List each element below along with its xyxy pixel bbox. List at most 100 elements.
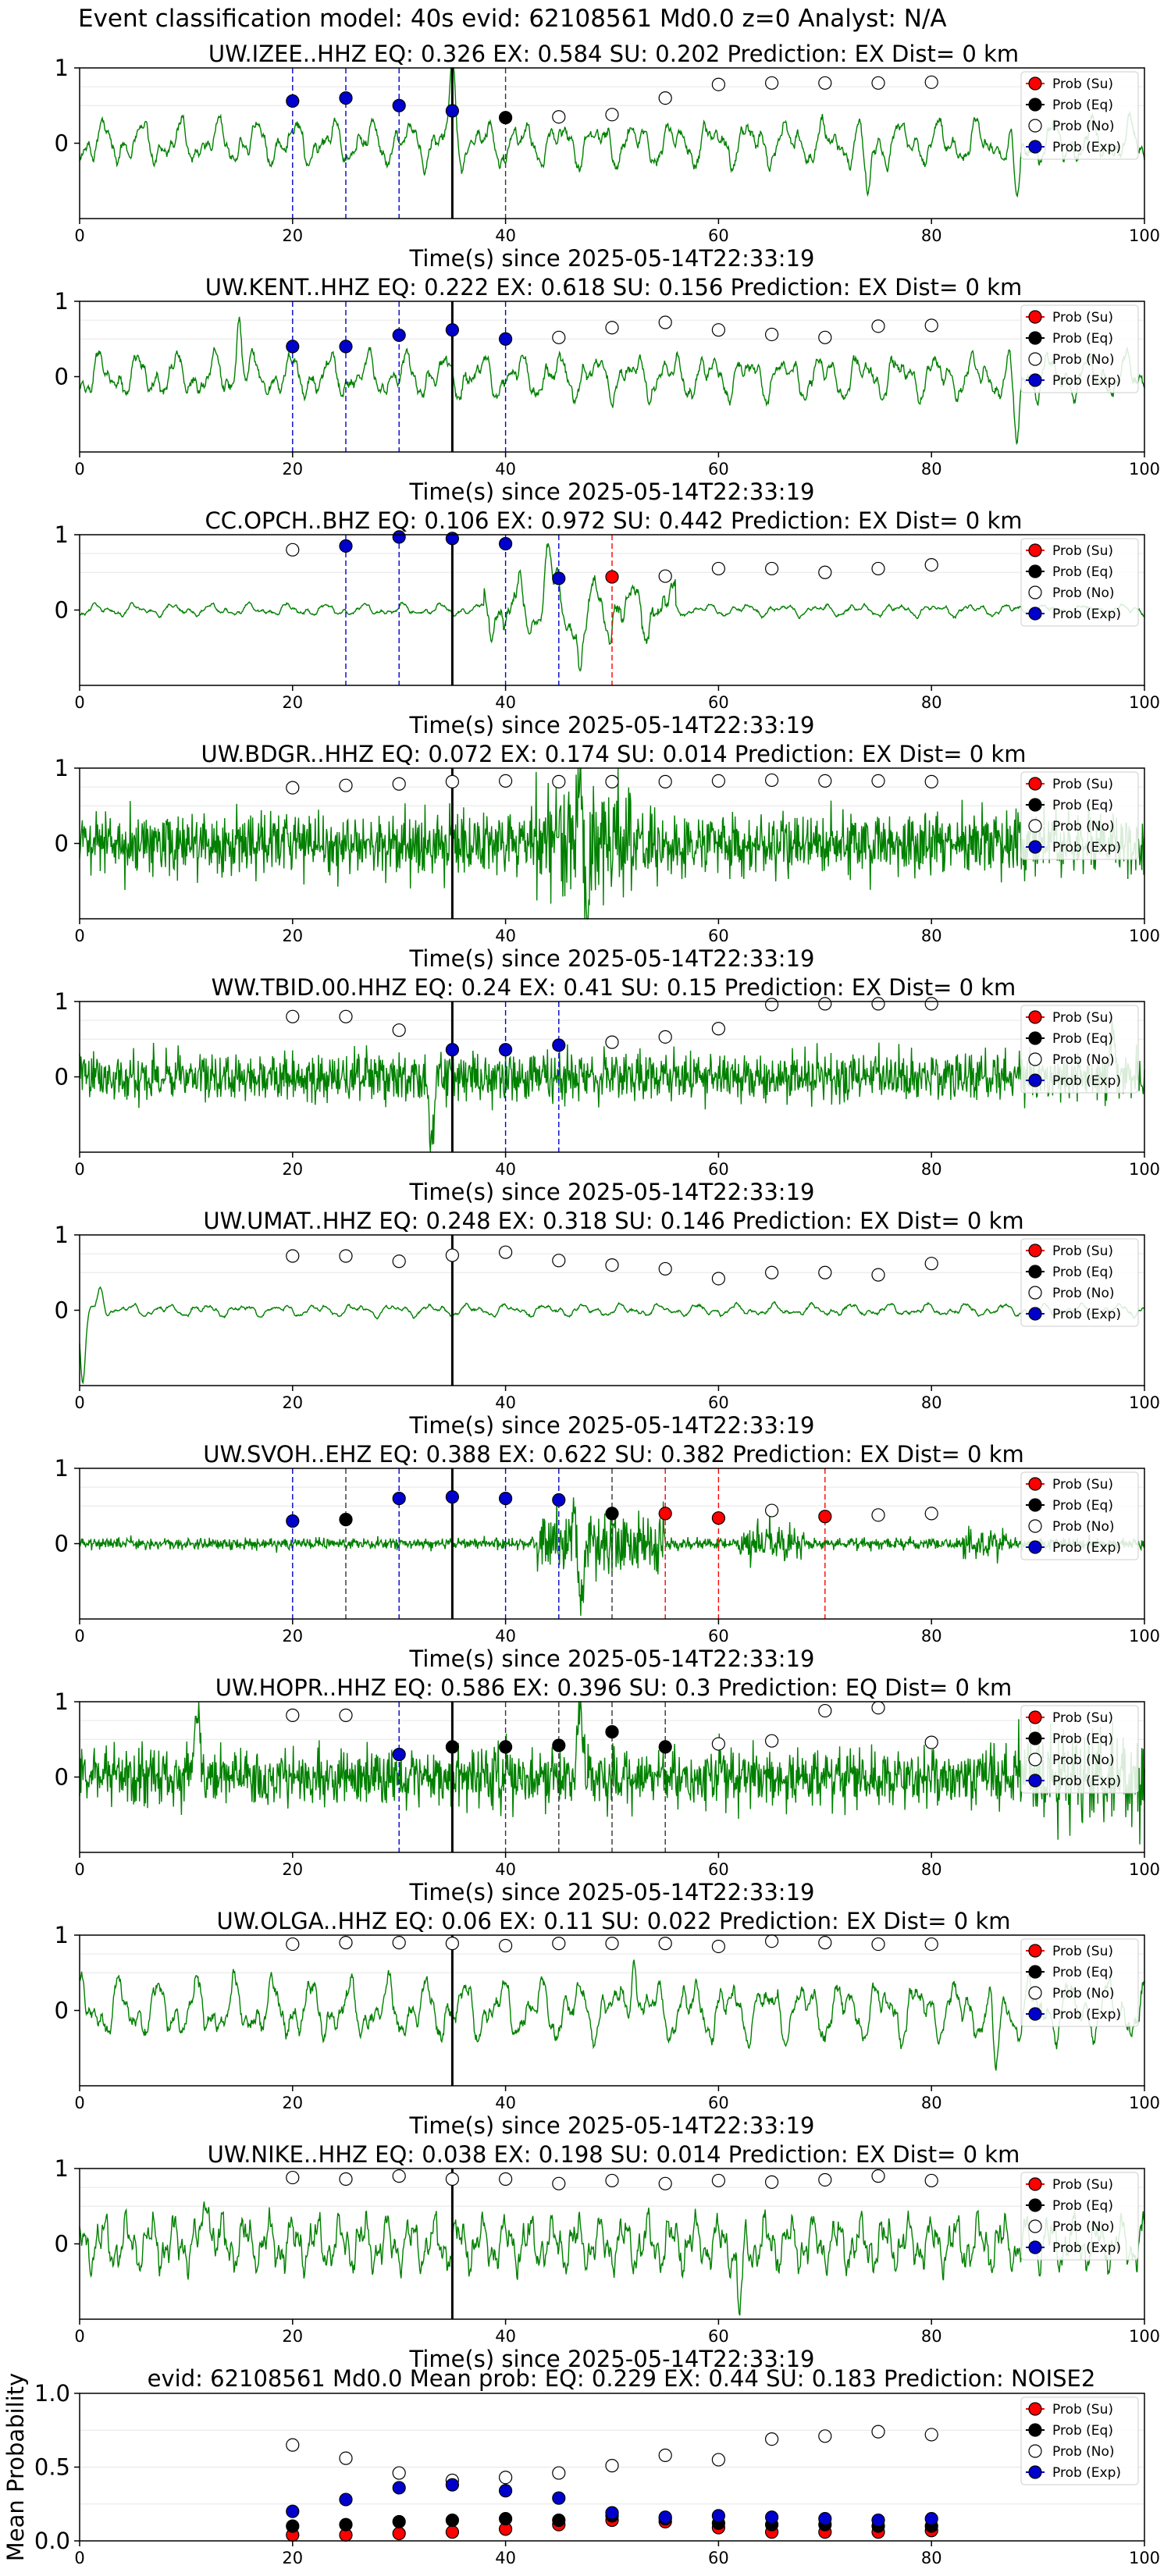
legend-marker-su (1028, 1477, 1042, 1491)
x-tick-label: 80 (921, 2549, 942, 2567)
station-panel-uw-kent-hhz: 0 20 40 60 80 100 0 1 UW.KENT..HHZ EQ: 0.222 EX:… (55, 274, 1161, 505)
prob-point-no (818, 1703, 832, 1718)
legend-marker-no (1028, 352, 1042, 366)
prob-point-no (392, 1254, 406, 1268)
mean-point-no (871, 2425, 885, 2439)
prob-point-no (552, 330, 566, 344)
legend-label-exp: Prob (Exp) (1052, 2007, 1121, 2023)
prob-point-no (871, 76, 885, 90)
prob-point-no (286, 1009, 300, 1023)
prob-point-no (871, 774, 885, 788)
prob-point-no (924, 1735, 938, 1749)
legend-marker-exp (1028, 373, 1042, 387)
mean-point-su (445, 2525, 460, 2539)
x-tick-label: 20 (282, 2549, 303, 2567)
y-tick-label: 0 (55, 1531, 69, 1557)
legend-marker-eq (1028, 1265, 1042, 1279)
legend-label-no: Prob (No) (1052, 585, 1115, 601)
x-tick-label: 0 (74, 1860, 84, 1879)
legend-label-exp: Prob (Exp) (1052, 1540, 1121, 1556)
prob-point-no (711, 561, 726, 576)
prob-point-exp (552, 571, 566, 585)
prob-point-no (605, 1937, 619, 1951)
prob-point-no (658, 91, 672, 105)
prob-point-no (764, 76, 779, 90)
mean-point-exp (658, 2510, 672, 2524)
prob-point-no (711, 1737, 726, 1751)
mean-point-eq (498, 2512, 513, 2526)
legend-label-eq: Prob (Eq) (1052, 1965, 1113, 1980)
prob-point-no (924, 774, 938, 788)
prob-point-no (498, 2172, 513, 2186)
mean-point-exp (445, 2478, 460, 2492)
prob-point-no (764, 773, 779, 788)
prob-point-no (818, 330, 832, 344)
x-tick-label: 20 (282, 1393, 303, 1412)
x-tick-label: 40 (495, 226, 516, 245)
waveform-trace (79, 1959, 1145, 2071)
legend-box (1020, 1238, 1139, 1327)
legend-box (1020, 2172, 1139, 2261)
x-tick-label: 0 (74, 2094, 84, 2112)
page-title: Event classification model: 40s evid: 62… (78, 5, 947, 33)
panel-title: UW.IZEE..HHZ EQ: 0.326 EX: 0.584 SU: 0.2… (208, 41, 1019, 67)
prob-point-no (871, 1508, 885, 1522)
legend-label-su: Prob (Su) (1052, 1244, 1113, 1259)
station-panel-uw-bdgr-hhz: 0 20 40 60 80 100 0 1 UW.BDGR..HHZ EQ: 0.072 EX:… (55, 741, 1161, 972)
mean-point-no (711, 2453, 726, 2467)
prob-point-no (658, 315, 672, 329)
prob-point-no (339, 778, 353, 792)
legend-label-su: Prob (Su) (1052, 1477, 1113, 1493)
x-tick-label: 60 (708, 693, 729, 712)
mean-point-no (498, 2471, 513, 2485)
station-panel-uw-hopr-hhz: 0 20 40 60 80 100 0 1 UW.HOPR..HHZ EQ: 0.586 EX:… (55, 1674, 1161, 1905)
prob-point-no (871, 997, 885, 1011)
panel-title: UW.BDGR..HHZ EQ: 0.072 EX: 0.174 SU: 0.0… (201, 741, 1027, 767)
prob-point-no (658, 1030, 672, 1044)
legend-marker-eq (1028, 2198, 1042, 2212)
x-tick-label: 0 (74, 2549, 84, 2567)
prob-point-no (286, 1708, 300, 1722)
x-axis-label: Time(s) since 2025-05-14T22:33:19 (409, 2112, 815, 2139)
prob-point-no (552, 110, 566, 124)
y-tick-label: 1 (55, 1222, 69, 1248)
x-tick-label: 20 (282, 2094, 303, 2112)
x-tick-label: 20 (282, 927, 303, 945)
x-tick-label: 20 (282, 2327, 303, 2346)
prob-point-no (711, 1272, 726, 1286)
mean-point-exp (818, 2512, 832, 2526)
mean-point-exp (286, 2504, 300, 2518)
prob-point-no (711, 323, 726, 337)
prob-point-no (605, 108, 619, 122)
station-panel-uw-nike-hhz: 0 20 40 60 80 100 0 1 UW.NIKE..HHZ EQ: 0.038 EX:… (55, 2141, 1161, 2372)
legend-box (1020, 1005, 1139, 1094)
prob-point-no (339, 2172, 353, 2186)
prob-point-no (924, 318, 938, 333)
legend-label-no: Prob (No) (1052, 1286, 1115, 1301)
station-panel-uw-umat-hhz: 0 20 40 60 80 100 0 1 UW.UMAT..HHZ EQ: 0.248 EX:… (55, 1208, 1161, 1439)
mean-point-exp (339, 2492, 353, 2507)
prob-point-no (818, 1936, 832, 1950)
mean-point-no (658, 2448, 672, 2462)
legend-label-exp: Prob (Exp) (1052, 2465, 1121, 2481)
x-tick-label: 100 (1129, 927, 1160, 945)
legend-marker-no (1028, 1752, 1042, 1767)
prob-point-no (658, 774, 672, 788)
prob-point-no (711, 774, 726, 788)
waveform-trace (79, 767, 1145, 920)
legend-label-no: Prob (No) (1052, 2219, 1115, 2235)
mean-point-exp (711, 2509, 726, 2523)
x-tick-label: 80 (921, 1393, 942, 1412)
panel-title: UW.HOPR..HHZ EQ: 0.586 EX: 0.396 SU: 0.3… (215, 1674, 1012, 1701)
prob-point-no (286, 1249, 300, 1263)
x-tick-label: 0 (74, 1627, 84, 1646)
legend-label-eq: Prob (Eq) (1052, 798, 1113, 813)
prob-point-no (286, 2170, 300, 2185)
x-axis-label: Time(s) since 2025-05-14T22:33:19 (409, 2346, 815, 2372)
prob-point-exp (552, 1038, 566, 1052)
x-tick-label: 80 (921, 693, 942, 712)
legend-marker-su (1028, 2177, 1042, 2191)
prob-point-exp (445, 104, 460, 118)
mean-point-exp (392, 2481, 406, 2495)
x-tick-label: 100 (1129, 1627, 1160, 1646)
